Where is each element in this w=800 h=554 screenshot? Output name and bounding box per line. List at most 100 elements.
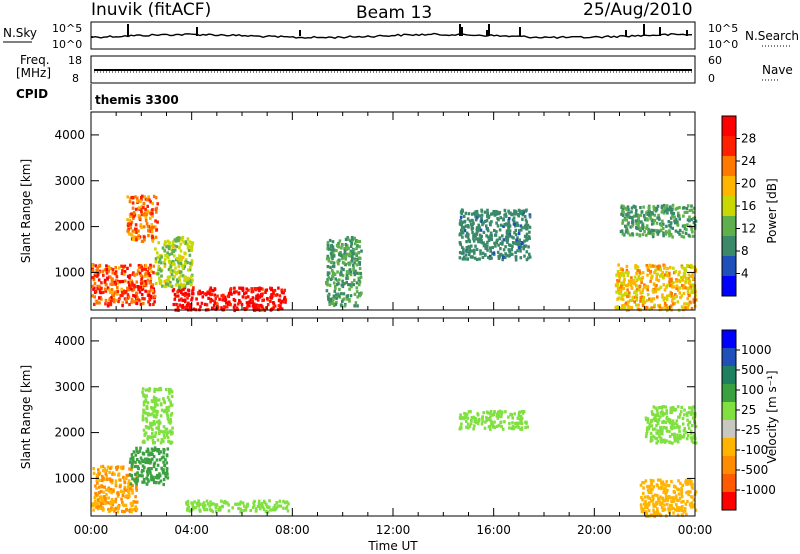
heatmap-cell xyxy=(656,419,659,423)
heatmap-cell xyxy=(668,293,671,297)
heatmap-cell xyxy=(668,271,671,275)
heatmap-cell xyxy=(136,285,140,289)
heatmap-cell xyxy=(690,501,694,505)
heatmap-cell xyxy=(142,428,146,432)
heatmap-cell xyxy=(256,504,260,508)
heatmap-cell xyxy=(622,282,626,286)
heatmap-cell xyxy=(148,389,151,393)
heatmap-cell xyxy=(168,245,171,249)
heatmap-cell xyxy=(651,413,655,417)
heatmap-cell xyxy=(160,255,163,259)
heatmap-cell xyxy=(338,278,341,282)
heatmap-cell xyxy=(502,255,505,259)
heatmap-cell xyxy=(684,430,688,434)
heatmap-cell xyxy=(258,289,261,293)
heatmap-cell xyxy=(266,297,269,301)
heatmap-cell xyxy=(498,237,502,241)
heatmap-cell xyxy=(477,419,480,423)
heatmap-cell xyxy=(656,429,660,433)
heatmap-cell xyxy=(145,460,149,464)
heatmap-cell xyxy=(497,423,501,427)
heatmap-cell xyxy=(98,478,101,482)
heatmap-cell xyxy=(239,510,242,514)
heatmap-cell xyxy=(480,219,484,223)
heatmap-cell xyxy=(109,466,112,470)
heatmap-cell xyxy=(616,287,620,291)
heatmap-cell xyxy=(256,298,260,302)
heatmap-cell xyxy=(647,268,650,272)
heatmap-cell xyxy=(135,449,139,453)
heatmap-cell xyxy=(659,222,662,226)
heatmap-cell xyxy=(92,508,95,512)
heatmap-cell xyxy=(199,305,202,309)
heatmap-cell xyxy=(153,389,156,393)
heatmap-cell xyxy=(149,281,152,285)
heatmap-cell xyxy=(662,234,665,238)
heatmap-cell xyxy=(353,261,356,265)
heatmap-cell xyxy=(458,427,462,431)
heatmap-cell xyxy=(685,491,688,495)
heatmap-cell xyxy=(261,307,265,311)
heatmap-cell xyxy=(680,305,684,309)
heatmap-cell xyxy=(672,511,675,515)
heatmap-cell xyxy=(342,282,345,286)
heatmap-cell xyxy=(232,297,236,302)
heatmap-cell xyxy=(189,261,192,265)
heatmap-cell xyxy=(92,471,96,475)
date-title: 25/Aug/2010 xyxy=(583,0,693,20)
colorbar-segment xyxy=(722,176,736,196)
heatmap-cell xyxy=(139,446,142,450)
heatmap-cell xyxy=(227,291,231,295)
heatmap-cell xyxy=(471,231,474,235)
colorbar-tick-label: 28 xyxy=(741,132,756,146)
nsky-tick-top: 10^5 xyxy=(52,22,82,35)
heatmap-cell xyxy=(683,268,686,272)
heatmap-cell xyxy=(98,296,101,300)
heatmap-cell xyxy=(181,292,184,296)
heatmap-cell xyxy=(641,299,645,303)
heatmap-cell xyxy=(130,510,133,514)
heatmap-cell xyxy=(211,510,215,514)
heatmap-cell xyxy=(655,441,658,445)
heatmap-cell xyxy=(663,440,667,444)
nave-tick-bottom: 0 xyxy=(708,72,715,85)
heatmap-cell xyxy=(132,214,136,219)
heatmap-cell xyxy=(626,213,629,217)
heatmap-cell xyxy=(187,293,191,297)
heatmap-cell xyxy=(345,280,348,284)
heatmap-cell xyxy=(360,249,363,253)
heatmap-cell xyxy=(145,213,148,217)
heatmap-cell xyxy=(644,510,648,514)
heatmap-cell xyxy=(650,499,653,503)
heatmap-cell xyxy=(461,245,464,249)
heatmap-cell xyxy=(507,209,510,213)
heatmap-cell xyxy=(634,212,638,216)
heatmap-cell xyxy=(680,486,683,490)
heatmap-cell xyxy=(97,472,101,476)
heatmap-cell xyxy=(682,307,685,311)
heatmap-cell xyxy=(627,294,631,299)
heatmap-cell xyxy=(150,212,153,216)
heatmap-cell xyxy=(690,439,694,443)
heatmap-cell xyxy=(103,467,107,471)
heatmap-cell xyxy=(652,205,656,209)
heatmap-cell xyxy=(175,244,179,249)
heatmap-cell xyxy=(144,425,148,429)
heatmap-cell xyxy=(265,288,269,292)
heatmap-cell xyxy=(658,501,662,505)
heatmap-cell xyxy=(166,414,170,418)
heatmap-cell xyxy=(159,414,163,418)
heatmap-cell xyxy=(186,507,190,511)
heatmap-cell xyxy=(278,499,282,503)
heatmap-cell xyxy=(173,248,177,252)
heatmap-cell xyxy=(180,290,183,295)
heatmap-cell xyxy=(628,233,632,237)
heatmap-cell xyxy=(690,217,693,222)
heatmap-cell xyxy=(661,508,665,512)
heatmap-cell xyxy=(258,499,261,503)
heatmap-cell xyxy=(262,499,266,503)
heatmap-cell xyxy=(138,206,141,210)
heatmap-cell xyxy=(505,239,509,243)
heatmap-cell xyxy=(665,285,668,289)
heatmap-cell xyxy=(631,295,635,300)
